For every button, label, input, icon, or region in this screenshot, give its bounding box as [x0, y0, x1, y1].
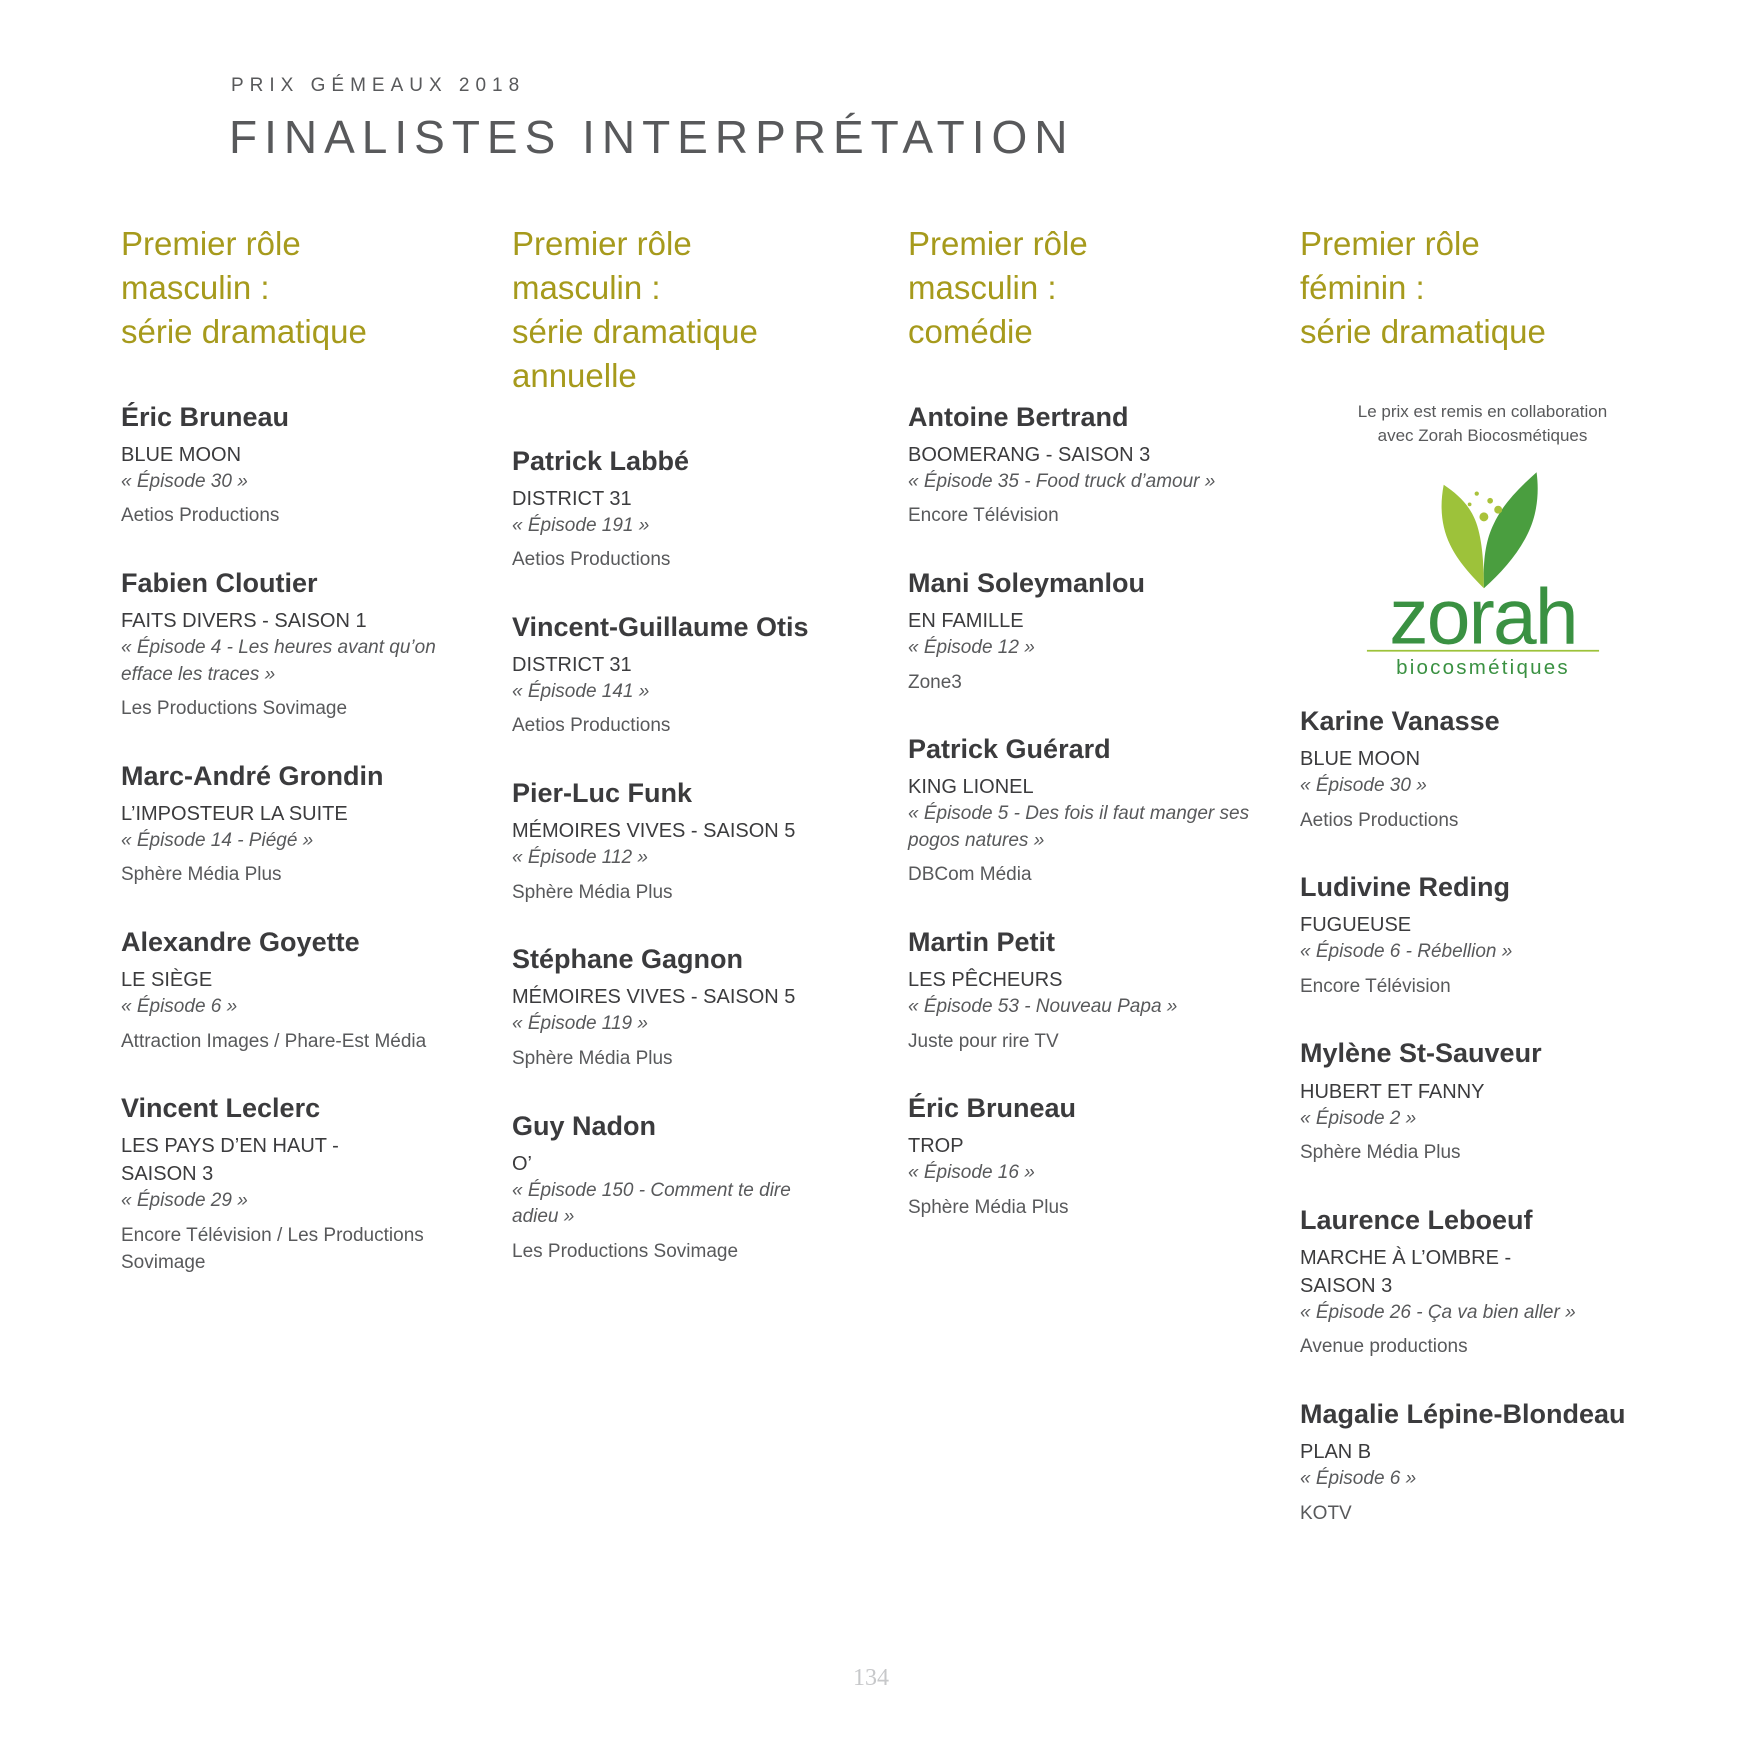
svg-text:zorah: zorah [1389, 573, 1577, 661]
svg-text:biocosmétiques: biocosmétiques [1396, 656, 1570, 679]
